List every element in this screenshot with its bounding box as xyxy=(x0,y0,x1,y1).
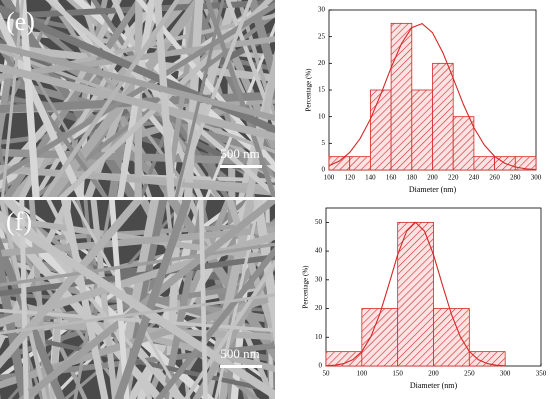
fiber xyxy=(274,190,275,197)
fiber xyxy=(0,11,86,197)
bar xyxy=(349,156,371,171)
fiber xyxy=(19,0,40,197)
fiber xyxy=(0,200,144,369)
x-tick-label: 240 xyxy=(469,174,480,182)
x-tick-label: 50 xyxy=(323,370,331,378)
fiber xyxy=(90,200,119,399)
x-tick-label: 350 xyxy=(536,370,547,378)
x-tick-label: 280 xyxy=(510,174,521,182)
bar xyxy=(369,89,392,171)
x-tick-label: 140 xyxy=(365,174,376,182)
x-tick-label: 100 xyxy=(324,174,335,182)
x-tick-label: 200 xyxy=(427,174,438,182)
fiber xyxy=(247,0,275,94)
x-axis-label: Diameter (nm) xyxy=(409,185,457,194)
fiber xyxy=(33,0,155,197)
bar xyxy=(514,156,537,171)
panel-label: (e) xyxy=(6,7,35,36)
bar xyxy=(433,308,470,367)
y-axis-label: Percentage (%) xyxy=(302,265,310,309)
x-tick-label: 220 xyxy=(448,174,459,182)
bar xyxy=(452,116,475,171)
y-axis-label: Percentage (%) xyxy=(305,68,313,112)
x-axis-label: Diameter (nm) xyxy=(410,381,458,390)
sem-image xyxy=(0,0,275,197)
y-tick-label: 50 xyxy=(315,218,323,226)
y-tick-label: 5 xyxy=(322,139,326,147)
bar xyxy=(411,89,433,171)
y-tick-label: 15 xyxy=(318,86,326,94)
bar xyxy=(473,156,495,171)
y-tick-label: 10 xyxy=(315,333,323,341)
x-tick-label: 160 xyxy=(386,174,397,182)
x-tick-label: 150 xyxy=(392,370,403,378)
bar xyxy=(361,308,399,367)
fiber xyxy=(0,293,275,335)
scale-bar xyxy=(220,365,262,368)
fiber xyxy=(1,0,25,197)
fiber xyxy=(253,200,275,346)
scale-bar-label: 500 nm xyxy=(220,146,259,161)
fit-curve xyxy=(325,221,506,367)
fiber xyxy=(198,200,208,399)
y-tick-label: 20 xyxy=(318,59,326,67)
x-tick-label: 300 xyxy=(531,174,542,182)
bar xyxy=(468,351,506,367)
bar xyxy=(432,62,454,171)
y-tick-label: 30 xyxy=(315,275,323,283)
y-tick-label: 20 xyxy=(315,304,323,312)
scale-bar-label: 500 nm xyxy=(220,346,259,361)
x-tick-label: 120 xyxy=(344,174,355,182)
x-tick-label: 260 xyxy=(489,174,500,182)
fiber xyxy=(0,164,275,196)
y-tick-label: 0 xyxy=(319,362,323,370)
fiber xyxy=(0,4,275,134)
fiber xyxy=(0,43,275,122)
fiber xyxy=(0,244,29,399)
fiber xyxy=(0,0,25,150)
y-tick-label: 0 xyxy=(322,166,326,174)
sem-image xyxy=(0,200,275,399)
fiber xyxy=(0,63,275,142)
fiber xyxy=(136,0,275,170)
scale-bar xyxy=(220,165,262,168)
fit-curve xyxy=(328,22,537,171)
bar xyxy=(328,156,351,171)
fiber xyxy=(3,200,181,399)
x-tick-label: 180 xyxy=(407,174,418,182)
fiber xyxy=(41,0,181,197)
fiber xyxy=(172,0,253,197)
y-tick-label: 30 xyxy=(318,6,326,14)
panel-label: (f) xyxy=(6,207,32,236)
x-tick-label: 250 xyxy=(464,370,475,378)
fiber xyxy=(0,211,275,399)
fiber xyxy=(0,242,275,287)
fiber xyxy=(114,200,192,399)
x-tick-label: 200 xyxy=(428,370,439,378)
y-tick-label: 10 xyxy=(318,112,326,120)
y-tick-label: 40 xyxy=(315,247,323,255)
bar xyxy=(390,22,413,171)
x-tick-label: 100 xyxy=(357,370,368,378)
y-tick-label: 25 xyxy=(318,32,326,40)
x-tick-label: 300 xyxy=(500,370,511,378)
fiber xyxy=(0,225,275,257)
bar xyxy=(397,221,434,367)
